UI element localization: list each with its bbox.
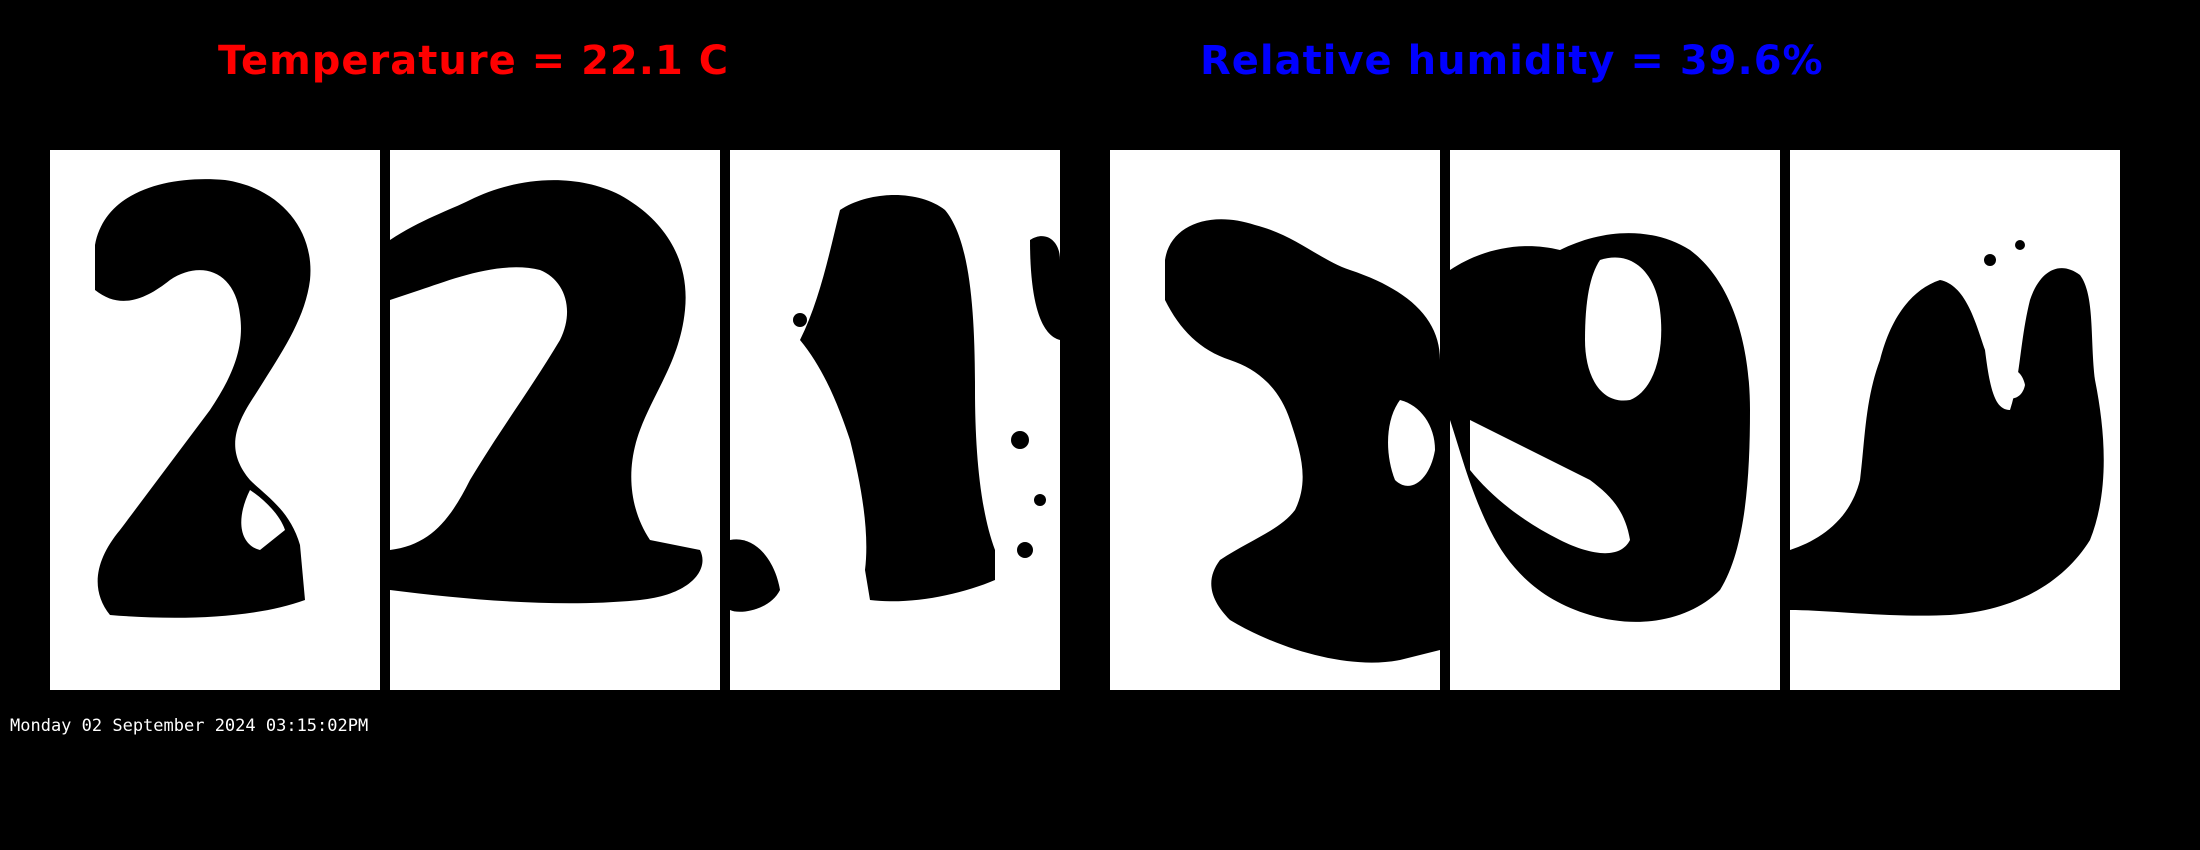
segmented-digit-image <box>390 180 703 604</box>
temperature-digit-panel <box>390 150 720 690</box>
temperature-digit-panel <box>50 150 380 690</box>
humidity-digit-strip <box>1110 150 2120 690</box>
humidity-digit-panel <box>1790 150 2120 690</box>
temperature-reading: Temperature = 22.1 C <box>218 38 730 84</box>
segmented-digit-image <box>95 179 311 618</box>
segmented-digit-image <box>730 195 1060 612</box>
humidity-digit-panel <box>1110 150 1440 690</box>
humidity-digit-panel <box>1450 150 1780 690</box>
timestamp: Monday 02 September 2024 03:15:02PM <box>10 716 369 736</box>
humidity-reading: Relative humidity = 39.6% <box>1200 38 1824 84</box>
temperature-digit-panel <box>730 150 1060 690</box>
segmented-digit-image <box>1165 219 1440 663</box>
temperature-digit-strip <box>50 150 1060 690</box>
segmented-digit-image <box>1790 240 2104 616</box>
segmented-digit-image <box>1450 233 1750 622</box>
